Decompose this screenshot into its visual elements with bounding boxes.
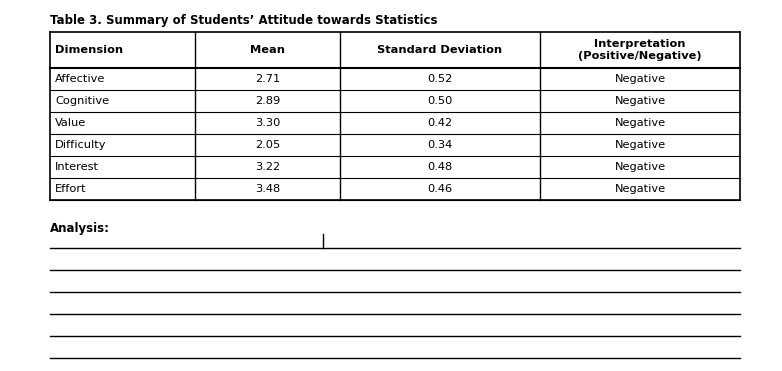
Text: 0.50: 0.50 [427,96,453,106]
Text: Negative: Negative [615,184,665,194]
Text: Interpretation
(Positive/Negative): Interpretation (Positive/Negative) [578,39,701,61]
Text: 0.42: 0.42 [427,118,453,128]
Text: Negative: Negative [615,74,665,84]
Text: 2.05: 2.05 [255,140,280,150]
Text: Standard Deviation: Standard Deviation [377,45,502,55]
Text: 2.71: 2.71 [255,74,280,84]
Text: 3.48: 3.48 [255,184,280,194]
Text: 0.46: 0.46 [427,184,453,194]
Text: Analysis:: Analysis: [50,222,110,235]
Text: Negative: Negative [615,162,665,172]
Text: Negative: Negative [615,140,665,150]
Text: 2.89: 2.89 [255,96,280,106]
Text: Table 3. Summary of Students’ Attitude towards Statistics: Table 3. Summary of Students’ Attitude t… [50,14,437,27]
Text: Value: Value [55,118,86,128]
Text: Affective: Affective [55,74,106,84]
Text: 0.34: 0.34 [427,140,453,150]
Text: 3.30: 3.30 [255,118,280,128]
Text: 0.48: 0.48 [427,162,453,172]
Text: Cognitive: Cognitive [55,96,109,106]
Text: 3.22: 3.22 [255,162,280,172]
Text: Effort: Effort [55,184,87,194]
Text: Dimension: Dimension [55,45,123,55]
Text: Negative: Negative [615,118,665,128]
Text: Negative: Negative [615,96,665,106]
Text: 0.52: 0.52 [427,74,453,84]
Text: Mean: Mean [250,45,285,55]
Text: Interest: Interest [55,162,99,172]
Text: Difficulty: Difficulty [55,140,106,150]
